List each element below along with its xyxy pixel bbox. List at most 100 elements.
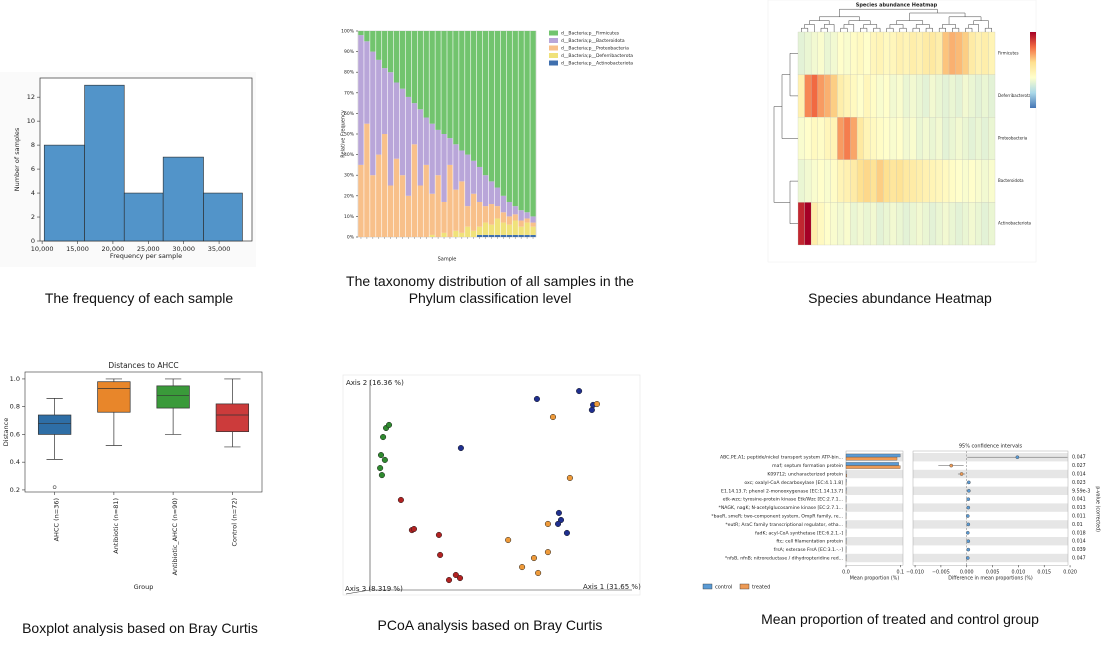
scatter-point <box>445 576 453 584</box>
y-axis-label: Distance <box>2 418 10 446</box>
heatmap-cell <box>988 74 996 118</box>
heatmap-cell <box>850 117 858 160</box>
legend-swatch <box>549 38 558 43</box>
legend-swatch <box>549 45 558 51</box>
stacked-bar-segment <box>441 134 447 202</box>
heatmap-cell <box>837 202 845 246</box>
stacked-bar-segment <box>423 117 429 165</box>
heatmap-cell <box>804 159 812 203</box>
difference-point <box>966 505 971 510</box>
scatter-point <box>397 496 404 504</box>
heatmap-cell <box>804 117 812 160</box>
stacked-bar-segment <box>405 96 412 196</box>
heatmap-cell <box>922 159 930 203</box>
heatmap-cell <box>935 202 943 246</box>
stacked-bar-segment <box>459 150 465 182</box>
p-value: 0.039 <box>1072 547 1086 553</box>
legend-label: control <box>715 585 732 591</box>
y-tick-label: 0.4 <box>10 458 20 466</box>
stacked-bar-segment <box>411 144 418 237</box>
feature-label: frsA; esterase FrsA [EC:3.1.-.-] <box>774 547 843 553</box>
heatmap-cell <box>929 31 937 75</box>
difference-point <box>966 539 971 544</box>
y-tick-label: 6 <box>31 165 35 173</box>
scatter-point <box>452 571 459 579</box>
scatter-point <box>576 388 583 395</box>
heatmap-cell <box>830 159 838 203</box>
heatmap-cell <box>929 74 937 118</box>
chart-title: 95% confidence intervals <box>959 444 1023 450</box>
heatmap-cell <box>988 159 996 203</box>
heatmap-cell <box>863 117 871 160</box>
stacked-bar-segment <box>441 232 447 237</box>
y-tick-label: 90% <box>344 49 355 55</box>
stacked-bar-segment <box>411 31 418 104</box>
row-stripe <box>913 537 1068 546</box>
stacked-bar-segment <box>482 175 489 207</box>
heatmap-cell <box>817 159 825 203</box>
stacked-bar-segment <box>417 31 423 110</box>
row-stripe <box>846 503 903 512</box>
stacked-bar-segment <box>453 230 459 237</box>
heatmap-cell <box>981 31 989 75</box>
stacked-bar-segment <box>500 234 507 237</box>
scatter-point <box>519 564 526 571</box>
heatmap-cell <box>856 31 864 75</box>
p-value: 0.014 <box>1072 472 1086 478</box>
feature-label: *baeR, smeR; two-component system, OmpR … <box>711 514 843 520</box>
stacked-bar-segment <box>512 234 518 237</box>
stacked-bar-segment <box>488 224 495 235</box>
stacked-bar-segment <box>488 181 495 205</box>
y-tick-label: 100% <box>341 29 355 35</box>
heatmap-cell <box>942 117 950 160</box>
scatter-point <box>555 509 562 516</box>
legend-swatch <box>739 583 750 590</box>
p-value: 9.59e-3 <box>1072 488 1090 494</box>
stacked-bar-segment <box>500 31 507 196</box>
stacked-bar-segment <box>417 109 423 186</box>
heatmap-cell <box>909 202 917 246</box>
x-tick-label: 25,000 <box>137 245 160 253</box>
heatmap-cell <box>830 202 838 246</box>
stacked-bar-segment <box>530 216 536 223</box>
feature-label: oxc; oxalyl-CoA decarboxylase [EC:4.1.1.… <box>744 480 843 486</box>
heatmap-cell <box>889 31 897 75</box>
heatmap-cell <box>968 202 976 246</box>
heatmap-cell <box>876 31 884 75</box>
heatmap-cell <box>955 74 963 118</box>
stacked-bar-segment <box>494 206 501 219</box>
heatmap-cell <box>916 117 923 160</box>
histogram-bar <box>162 156 204 242</box>
stacked-bar-segment <box>435 31 441 130</box>
stacked-bar-segment <box>423 31 429 118</box>
heatmap-cell <box>942 74 950 118</box>
dendrogram-link <box>839 8 938 17</box>
heatmap-cell <box>942 31 950 75</box>
stacked-bar-segment <box>530 226 536 235</box>
box <box>156 385 190 409</box>
heatmap-cell <box>968 117 976 160</box>
heatmap-cell <box>830 31 838 75</box>
heatmap-cell <box>955 31 963 75</box>
scatter-point <box>410 525 418 533</box>
stacked-bar-segment <box>429 31 435 124</box>
stacked-bar-segment <box>494 218 501 235</box>
stacked-bar-segment <box>453 144 459 190</box>
heatmap-cell <box>935 117 943 160</box>
feature-label: ftc; cell filamentation protein <box>776 539 843 545</box>
row-stripe <box>913 520 1068 529</box>
heatmap-cell <box>896 74 904 118</box>
stacked-bar-segment <box>447 164 453 237</box>
difference-point <box>966 522 971 527</box>
stacked-bar-segment <box>393 31 400 83</box>
y-tick-label: 20% <box>344 193 355 199</box>
y-tick-label: 1.0 <box>10 375 20 383</box>
stacked-bar-segment <box>524 218 530 223</box>
legend-label: d__Bacteria;p__Proteobacteria <box>561 46 629 52</box>
histogram-bar <box>43 144 85 242</box>
heatmap-cell <box>804 202 812 246</box>
heatmap-cell <box>870 159 877 203</box>
stacked-bar-segment <box>518 210 524 221</box>
